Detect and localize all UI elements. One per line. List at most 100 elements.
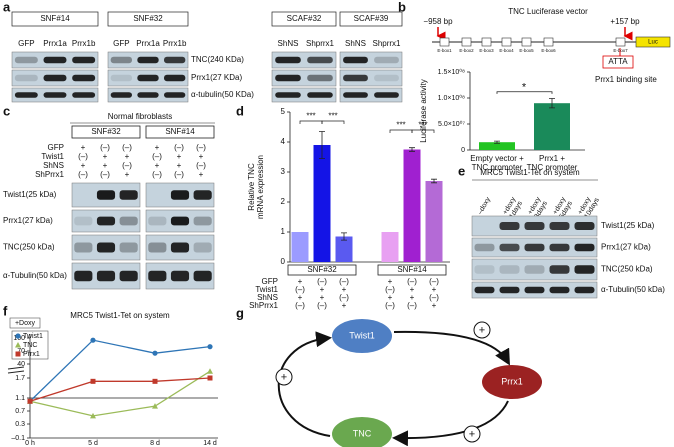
luc-label: Luc (648, 40, 658, 46)
y-axis-label: Relative TNCmRNA expression (247, 155, 265, 219)
bar (291, 232, 309, 262)
lane-label: ShNS (345, 39, 366, 48)
blot-band (96, 270, 116, 282)
sign: + (479, 324, 485, 336)
blot-band (275, 74, 301, 82)
condition-mark: (–) (174, 170, 184, 179)
annotation: +Doxy (15, 320, 36, 327)
blot-band (170, 270, 190, 282)
significance-bracket (299, 120, 323, 124)
axis-break (7, 366, 25, 374)
significance-bracket (321, 120, 345, 124)
point (90, 412, 96, 419)
blot-band (499, 222, 520, 230)
y-tick-label: 1.1 (15, 395, 25, 402)
condition-mark: + (432, 285, 437, 294)
y-tick-label: 5.0×10⁰⁷ (438, 120, 465, 128)
c-title: Normal fibroblasts (108, 112, 172, 121)
panel-label: g (236, 305, 244, 320)
condition-mark: + (125, 152, 130, 161)
blot-band (110, 92, 132, 98)
point (152, 350, 158, 356)
group-box (145, 125, 215, 139)
x-tick-label: 5 d (88, 440, 98, 447)
condition-mark: + (320, 285, 325, 294)
condition-mark: (–) (295, 301, 305, 310)
y-tick-label: 70 (17, 348, 25, 355)
blot-band (343, 92, 368, 98)
condition-mark: (–) (385, 301, 395, 310)
x-tick-label: 0 h (25, 440, 35, 447)
blot-band (148, 216, 167, 226)
vector-start: −958 bp (423, 17, 453, 26)
condition-label: ShNS (43, 161, 64, 170)
blot-label: α-tubulin(50 KDa) (191, 90, 254, 99)
blot-band (148, 242, 167, 253)
condition-mark: + (81, 161, 86, 170)
y-tick-label: 1 (281, 227, 286, 236)
blot-label: TNC(250 kDa) (3, 243, 55, 252)
blot-band (549, 265, 570, 274)
node-label: Prrx1 (501, 376, 523, 386)
condition-label: Twist1 (41, 152, 64, 161)
point (152, 403, 158, 409)
node (482, 365, 542, 399)
point (207, 344, 213, 350)
group-title: SCAF#39 (354, 14, 389, 23)
blot-band (307, 56, 333, 64)
condition-mark: + (410, 285, 415, 294)
legend-label: TNC (23, 342, 37, 349)
blot-band (374, 56, 399, 64)
panel-label: f (3, 303, 8, 318)
blot-band (574, 222, 595, 230)
blot-band (374, 92, 399, 98)
lane-label: Prrx1a (43, 39, 67, 48)
blot-label: Prrx1(27 kDa) (601, 243, 651, 252)
y-tick-label: 100 (13, 335, 25, 342)
condition-mark: (–) (196, 143, 206, 152)
condition-label: ShPrrx1 (249, 301, 278, 310)
lane-label: GFP (18, 39, 34, 48)
blot-band (307, 74, 333, 82)
node (332, 417, 392, 447)
series-line (29, 377, 211, 402)
blot-band (275, 92, 301, 98)
legend-label: Prrx1 (23, 351, 40, 358)
blot-band (499, 286, 520, 294)
blot-band (524, 243, 545, 252)
bar (335, 236, 353, 262)
blot-band (72, 92, 96, 98)
motif-label: Prrx1 binding site (595, 75, 657, 84)
blot-band (193, 270, 212, 282)
condition-mark: (–) (407, 301, 417, 310)
x-tick-label: 8 d (150, 440, 160, 447)
ebox (501, 37, 512, 47)
condition-mark: (–) (78, 152, 88, 161)
blot-band (119, 270, 138, 282)
significance: *** (418, 121, 427, 130)
ebox-label: E-box2 (459, 48, 474, 53)
legend-box (11, 330, 49, 360)
significance: *** (328, 112, 337, 121)
bar (313, 145, 331, 262)
group-box (11, 11, 99, 27)
group-box (71, 125, 141, 139)
blot-band (524, 222, 545, 230)
node-label: Twist1 (349, 330, 375, 340)
blot-band (193, 216, 212, 226)
bar (479, 142, 515, 150)
ebox-label: E-box7 (613, 48, 628, 53)
e-title: MRC5 Twist1-Tet on system (480, 168, 580, 177)
ebox (461, 37, 472, 47)
condition-mark: (–) (152, 170, 162, 179)
error-bar (431, 178, 437, 184)
y-tick-label: 1.0×10⁰⁸ (438, 94, 465, 102)
lane-label: ShNS (278, 39, 299, 48)
blot-band (164, 74, 186, 82)
point (90, 378, 96, 384)
y-tick-label: 1.7 (15, 375, 25, 382)
significance: *** (306, 112, 315, 121)
error-bar (319, 131, 325, 159)
condition-mark: (–) (152, 152, 162, 161)
blot-band (137, 56, 159, 64)
